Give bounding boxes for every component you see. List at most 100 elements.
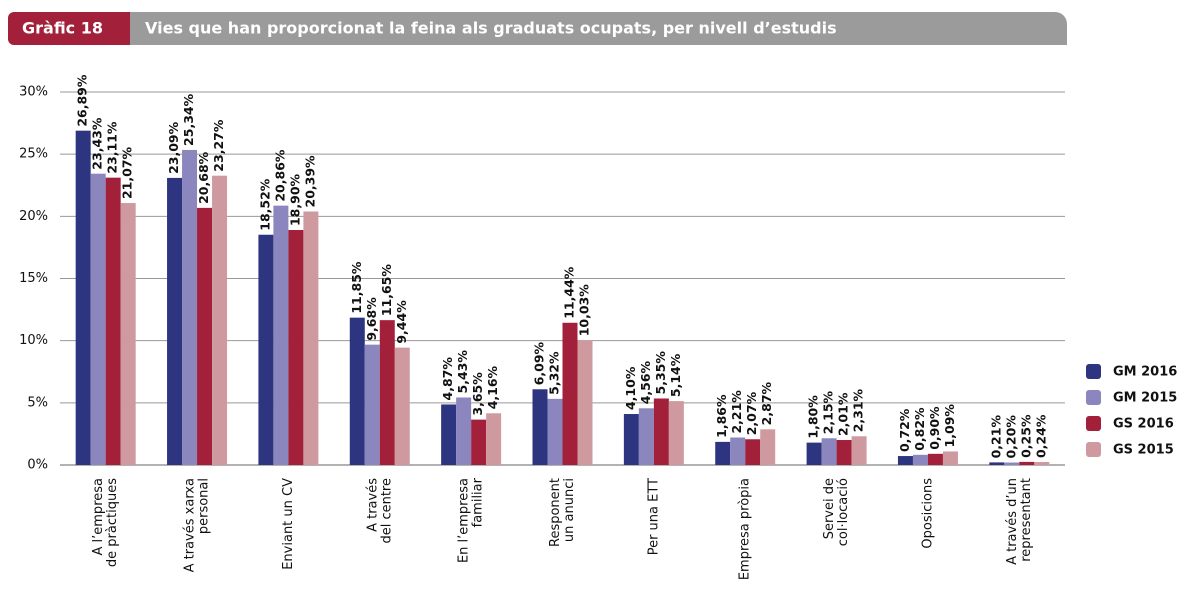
bar: [212, 175, 228, 465]
bar: [730, 437, 746, 465]
value-label: 0,21%: [988, 415, 1003, 459]
value-label: 2,15%: [821, 390, 836, 434]
bar: [668, 401, 684, 465]
x-tick-label: un anunci: [562, 478, 577, 542]
chart-title: Vies que han proporcionat la feina als g…: [145, 19, 837, 38]
y-tick-label: 10%: [19, 333, 48, 348]
x-tick-label: Oposicions: [920, 478, 935, 549]
bar: [120, 203, 136, 465]
value-label: 26,89%: [75, 74, 90, 127]
x-tick-label: A través xarxa: [183, 478, 198, 572]
x-tick-label: personal: [197, 478, 212, 534]
bar: [715, 441, 731, 465]
bar: [167, 177, 183, 465]
x-tick-label: A l’empresa: [91, 478, 106, 555]
bar: [486, 413, 502, 465]
bar: [441, 404, 457, 465]
value-label: 2,31%: [851, 388, 866, 432]
value-label: 0,90%: [927, 406, 942, 450]
value-label: 2,01%: [836, 392, 851, 436]
y-tick-label: 5%: [27, 395, 48, 410]
legend-label: GM 2015: [1113, 391, 1177, 406]
value-label: 25,34%: [181, 93, 196, 146]
value-label: 21,07%: [120, 146, 135, 199]
x-tick-label: representant: [1019, 478, 1034, 562]
bar: [1019, 461, 1035, 465]
value-label: 9,68%: [364, 297, 379, 341]
value-label: 4,16%: [485, 365, 500, 409]
x-tick-label: A través d’un: [1005, 478, 1020, 565]
y-tick-label: 20%: [19, 209, 48, 224]
value-label: 9,44%: [394, 300, 409, 344]
value-label: 20,39%: [302, 155, 317, 208]
legend-swatch: [1086, 390, 1101, 405]
x-tick-label: familiar: [471, 477, 486, 527]
bar: [532, 389, 548, 465]
value-label: 11,85%: [349, 261, 364, 314]
bar: [182, 149, 198, 465]
value-label: 0,24%: [1033, 414, 1048, 458]
bar: [273, 205, 289, 465]
value-label: 5,14%: [668, 353, 683, 397]
bar: [105, 177, 121, 466]
y-tick-label: 30%: [19, 85, 48, 100]
value-label: 1,09%: [942, 404, 957, 448]
bar: [379, 320, 395, 465]
value-label: 20,68%: [196, 151, 211, 204]
value-label: 18,52%: [257, 178, 272, 231]
bar: [90, 173, 106, 465]
value-label: 2,87%: [759, 381, 774, 425]
bar: [75, 130, 91, 465]
bar: [638, 408, 654, 465]
value-label: 0,25%: [1018, 414, 1033, 458]
bar: [821, 438, 837, 465]
bar: [897, 456, 913, 465]
bar: [562, 322, 578, 465]
bar: [394, 347, 410, 465]
value-label: 5,43%: [455, 350, 470, 394]
value-label: 3,65%: [470, 372, 485, 416]
value-label: 11,65%: [379, 264, 394, 317]
value-label: 0,82%: [912, 407, 927, 451]
value-label: 5,35%: [653, 351, 668, 395]
value-label: 1,80%: [806, 395, 821, 439]
value-label: 18,90%: [287, 173, 302, 226]
legend-label: GM 2016: [1113, 365, 1177, 380]
bar: [288, 230, 304, 465]
bar: [577, 340, 593, 465]
bar: [349, 317, 365, 465]
x-tick-label: Per una ETT: [646, 478, 661, 555]
tag-box: [8, 12, 138, 45]
bar: [836, 440, 852, 465]
bar: [303, 211, 319, 465]
bar: [912, 454, 928, 465]
x-tick-label: Responent: [548, 478, 563, 547]
x-tick-label: col·locació: [836, 478, 851, 546]
value-label: 6,09%: [532, 341, 547, 385]
value-label: 4,56%: [638, 360, 653, 404]
x-tick-label: Empresa pròpia: [738, 478, 753, 580]
legend-label: GS 2016: [1113, 417, 1174, 432]
tag: Gràfic 18: [22, 19, 103, 38]
x-tick-label: Servei de: [822, 478, 837, 539]
x-tick-label: En l’empresa: [457, 478, 472, 563]
value-label: 0,20%: [1003, 415, 1018, 459]
bar: [653, 398, 669, 465]
x-tick-label: de pràctiques: [105, 478, 120, 567]
legend-swatch: [1086, 442, 1101, 457]
y-tick-label: 15%: [19, 271, 48, 286]
bar: [471, 419, 487, 465]
bar: [760, 429, 776, 465]
value-label: 23,09%: [166, 121, 181, 174]
bar: [547, 398, 563, 465]
legend-swatch: [1086, 364, 1101, 379]
value-label: 11,44%: [562, 266, 577, 319]
value-label: 4,10%: [623, 366, 638, 410]
value-label: 2,07%: [744, 391, 759, 435]
x-tick-label: A través: [365, 478, 380, 532]
title-box: [130, 12, 1067, 45]
x-tick-label: del centre: [379, 478, 394, 544]
value-label: 10,03%: [577, 284, 592, 337]
value-label: 1,86%: [714, 394, 729, 438]
value-label: 20,86%: [272, 149, 287, 202]
